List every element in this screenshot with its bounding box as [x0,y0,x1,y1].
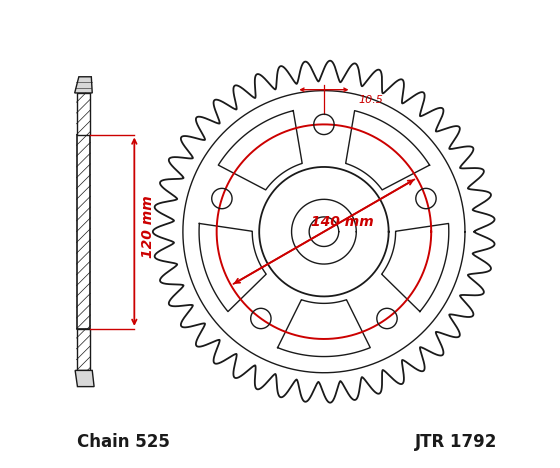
Polygon shape [74,77,92,93]
Text: 120 mm: 120 mm [141,196,155,258]
Polygon shape [218,110,302,190]
Polygon shape [199,224,266,312]
Text: Chain 525: Chain 525 [77,433,169,451]
Polygon shape [346,110,430,190]
Polygon shape [382,224,449,312]
Bar [77,135,90,329]
Polygon shape [278,300,370,357]
Text: 140 mm: 140 mm [311,215,374,229]
Polygon shape [75,370,94,387]
Text: 10.5: 10.5 [358,95,383,105]
Bar [77,329,90,370]
Bar [77,93,90,135]
Text: JTR 1792: JTR 1792 [415,433,497,451]
